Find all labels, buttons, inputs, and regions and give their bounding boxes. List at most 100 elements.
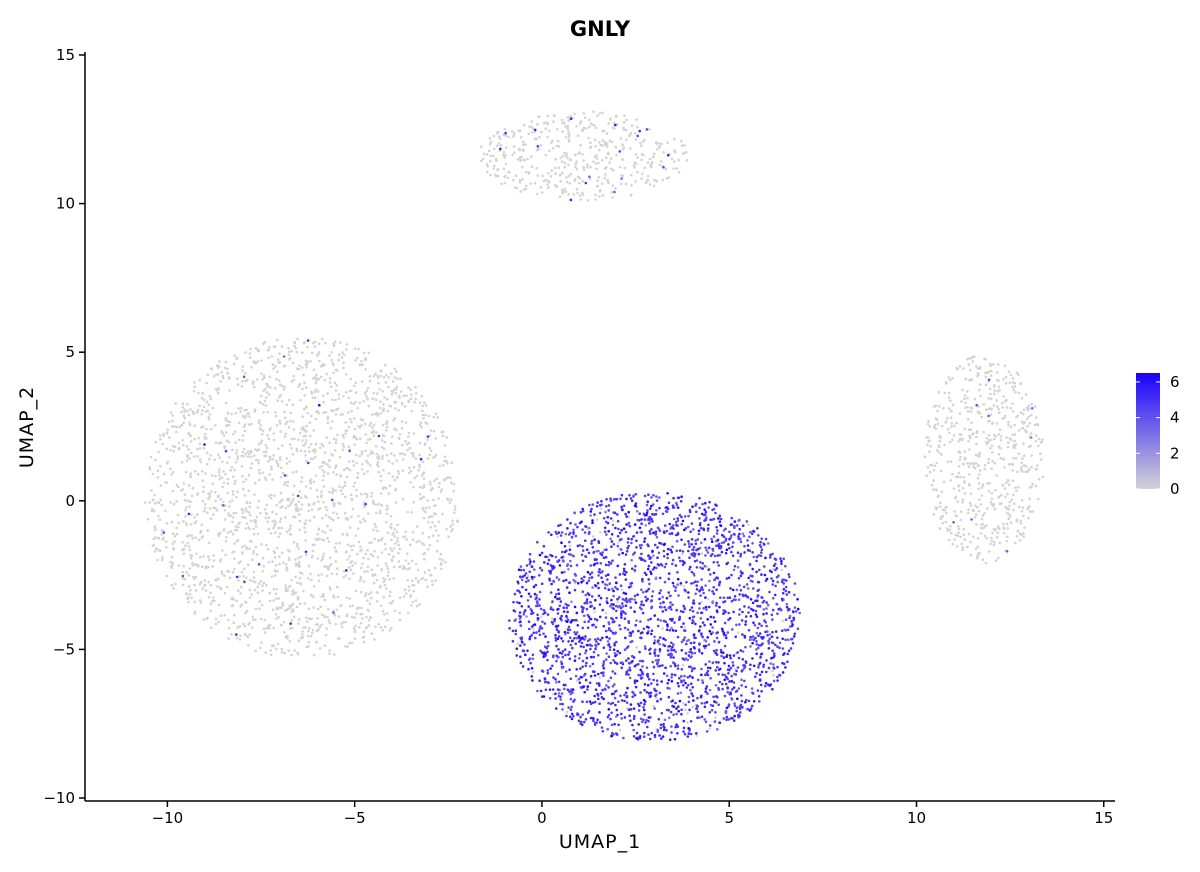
cell-point: [575, 668, 578, 671]
cell-point: [557, 635, 561, 638]
cell-point: [323, 451, 327, 455]
cell-point: [635, 619, 638, 622]
cell-point: [660, 142, 663, 146]
cell-point: [1022, 412, 1025, 416]
cell-point: [207, 580, 210, 584]
cell-point: [1010, 498, 1014, 502]
cell-point: [189, 556, 193, 560]
cell-point: [700, 586, 704, 589]
cell-point: [932, 469, 936, 472]
cell-point: [1020, 499, 1024, 502]
cell-point: [719, 596, 722, 600]
cell-point: [261, 584, 264, 587]
cell-point: [593, 155, 597, 158]
cell-point: [332, 611, 335, 614]
cell-point: [569, 692, 572, 696]
cell-point: [389, 590, 392, 594]
cell-point: [609, 717, 612, 721]
cell-point: [961, 501, 964, 504]
cell-point: [227, 570, 231, 573]
cell-point: [382, 577, 385, 580]
cell-point: [675, 501, 678, 505]
cell-point: [719, 524, 723, 528]
cell-point: [963, 394, 967, 397]
cell-point: [193, 381, 196, 384]
cell-point: [568, 650, 571, 654]
cell-point: [267, 460, 270, 463]
cell-point: [736, 666, 740, 669]
cell-point: [277, 535, 280, 539]
cell-point: [743, 679, 746, 683]
cell-point: [181, 570, 184, 574]
cell-point: [755, 570, 758, 574]
cell-point: [691, 705, 695, 709]
cell-point: [1019, 521, 1023, 525]
cell-point: [196, 492, 199, 495]
cell-point: [776, 612, 779, 615]
cell-point: [676, 583, 679, 586]
cell-point: [940, 424, 944, 428]
cell-point: [957, 531, 960, 535]
cell-point: [389, 514, 393, 518]
cell-point: [434, 453, 438, 457]
cell-point: [328, 621, 332, 625]
cell-point: [316, 538, 320, 541]
cell-point: [237, 438, 241, 442]
cell-point: [380, 567, 384, 571]
cell-point: [566, 126, 569, 130]
cell-point: [639, 141, 642, 145]
cell-point: [156, 536, 160, 540]
cell-point: [326, 392, 329, 395]
cell-point: [539, 615, 543, 618]
cell-point: [341, 413, 345, 416]
cell-point: [1029, 436, 1033, 439]
cell-point: [661, 595, 664, 599]
cell-point: [305, 366, 308, 369]
cell-point: [683, 636, 687, 639]
cell-point: [584, 678, 588, 682]
cell-point: [559, 534, 563, 537]
cell-point: [597, 672, 600, 676]
cell-point: [1022, 442, 1025, 446]
cell-point: [722, 717, 726, 720]
cell-point: [318, 466, 322, 469]
cell-point: [712, 649, 716, 653]
cell-point: [1005, 535, 1009, 538]
cell-point: [727, 611, 730, 615]
cell-point: [344, 429, 348, 433]
cell-point: [153, 502, 157, 505]
cell-point: [370, 449, 373, 453]
cell-point: [550, 582, 553, 586]
cell-point: [976, 545, 980, 549]
cell-point: [306, 345, 309, 349]
cell-point: [169, 501, 172, 504]
cell-point: [502, 150, 506, 154]
cell-point: [1007, 479, 1010, 482]
cell-point: [375, 411, 379, 415]
cell-point: [635, 118, 638, 121]
cell-point: [626, 686, 629, 690]
cell-point: [393, 478, 397, 482]
cell-point: [395, 385, 399, 389]
cell-point: [209, 454, 212, 457]
cell-point: [315, 410, 318, 414]
cell-point: [339, 489, 343, 492]
cell-point: [528, 552, 532, 556]
cell-point: [237, 421, 241, 425]
cell-point: [393, 427, 396, 431]
cell-point: [648, 157, 652, 161]
cell-point: [151, 507, 154, 511]
cell-point: [950, 425, 953, 428]
cell-point: [983, 534, 987, 538]
cell-point: [655, 693, 658, 696]
cell-point: [171, 414, 174, 417]
cell-point: [561, 155, 565, 158]
cell-point: [970, 518, 973, 521]
cell-point: [755, 672, 758, 675]
cell-point: [1007, 513, 1011, 516]
cell-point: [986, 507, 989, 510]
cell-point: [257, 499, 261, 503]
cell-point: [349, 561, 353, 564]
cell-point: [746, 596, 750, 599]
cell-point: [727, 618, 730, 622]
